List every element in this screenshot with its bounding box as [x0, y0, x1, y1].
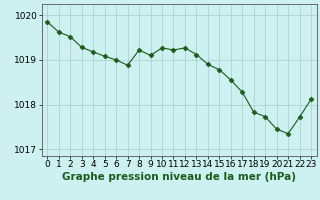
X-axis label: Graphe pression niveau de la mer (hPa): Graphe pression niveau de la mer (hPa) [62, 172, 296, 182]
